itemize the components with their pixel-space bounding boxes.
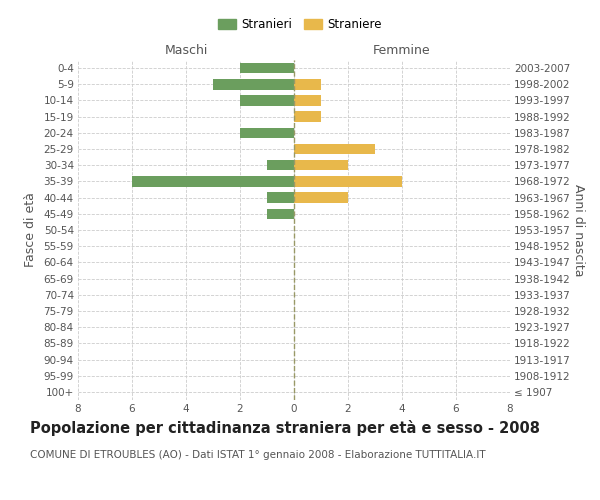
Bar xyxy=(240,128,294,138)
Bar xyxy=(294,176,402,186)
Text: Popolazione per cittadinanza straniera per età e sesso - 2008: Popolazione per cittadinanza straniera p… xyxy=(30,420,540,436)
Bar xyxy=(294,79,321,90)
Bar xyxy=(267,208,294,219)
Bar xyxy=(267,160,294,170)
Y-axis label: Fasce di età: Fasce di età xyxy=(23,192,37,268)
Y-axis label: Anni di nascita: Anni di nascita xyxy=(572,184,585,276)
Legend: Stranieri, Straniere: Stranieri, Straniere xyxy=(213,14,387,36)
Bar xyxy=(294,95,321,106)
Bar xyxy=(267,192,294,203)
Bar xyxy=(240,95,294,106)
Text: Femmine: Femmine xyxy=(373,44,431,57)
Bar xyxy=(294,112,321,122)
Bar xyxy=(132,176,294,186)
Bar xyxy=(294,160,348,170)
Bar xyxy=(294,192,348,203)
Bar xyxy=(213,79,294,90)
Bar xyxy=(240,63,294,74)
Text: COMUNE DI ETROUBLES (AO) - Dati ISTAT 1° gennaio 2008 - Elaborazione TUTTITALIA.: COMUNE DI ETROUBLES (AO) - Dati ISTAT 1°… xyxy=(30,450,485,460)
Text: Maschi: Maschi xyxy=(164,44,208,57)
Bar xyxy=(294,144,375,154)
